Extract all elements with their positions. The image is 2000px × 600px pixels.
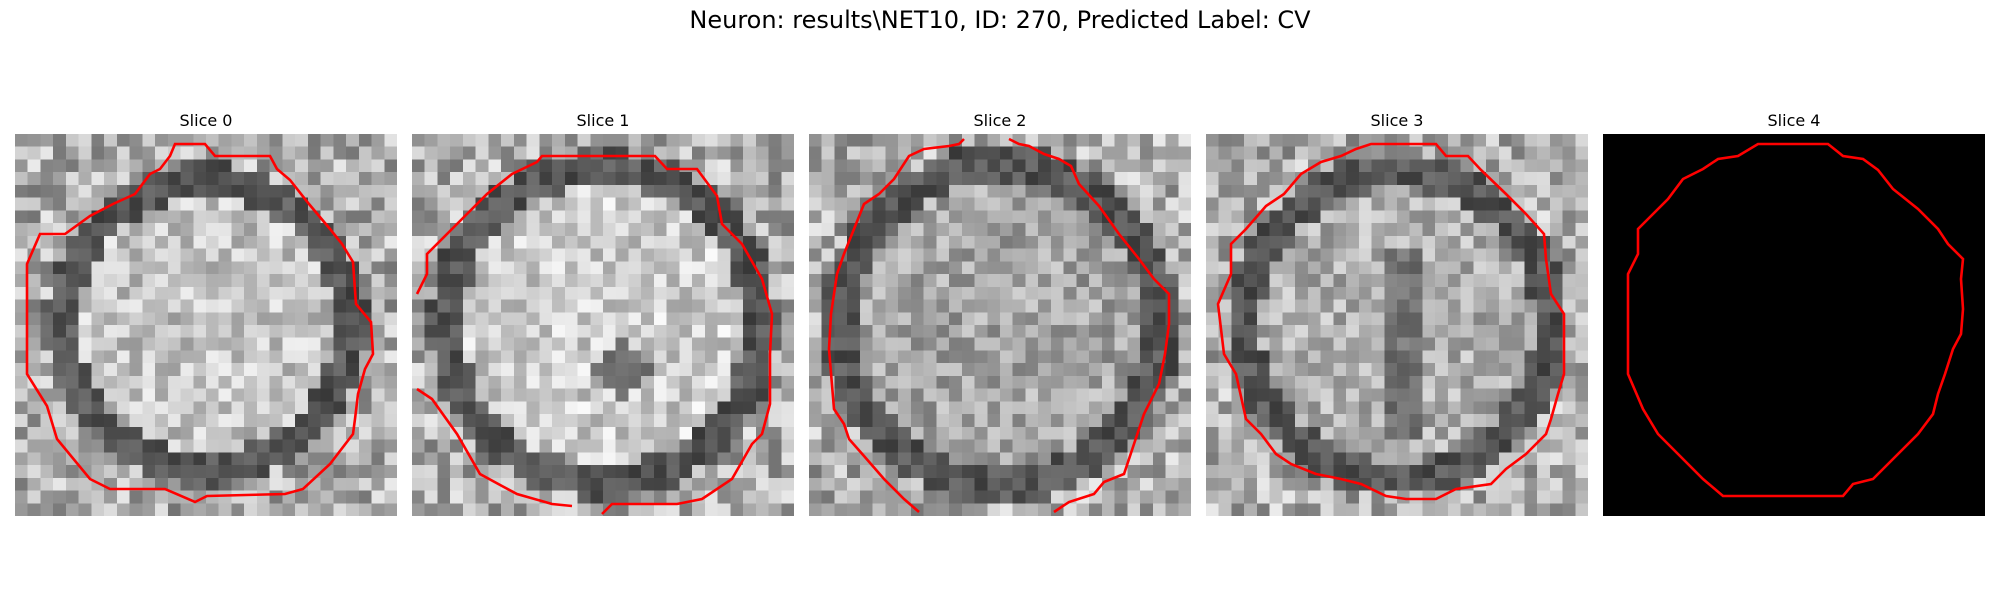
slice-panel-2: Slice 2 xyxy=(809,110,1191,516)
neuron-contour xyxy=(1626,142,1965,498)
slice-image xyxy=(809,134,1191,516)
slice-image xyxy=(412,134,794,516)
slice-image xyxy=(1206,134,1588,516)
slice-title: Slice 2 xyxy=(973,111,1027,130)
slice-panel-4: Slice 4 xyxy=(1603,110,1985,516)
contour-overlay xyxy=(1626,142,1965,498)
contour-overlay xyxy=(415,154,774,515)
slice-title: Slice 1 xyxy=(576,111,630,130)
neuron-contour xyxy=(1216,142,1566,501)
grayscale-patch xyxy=(412,134,794,516)
slice-title: Slice 4 xyxy=(1767,111,1821,130)
grayscale-patch xyxy=(15,134,397,516)
contour-overlay xyxy=(1216,142,1566,501)
neuron-contour xyxy=(415,154,774,515)
contour-overlay xyxy=(25,142,375,504)
figure-title: Neuron: results\NET10, ID: 270, Predicte… xyxy=(689,6,1311,34)
neuron-contour xyxy=(827,137,1171,514)
slice-title: Slice 3 xyxy=(1370,111,1424,130)
slice-title: Slice 0 xyxy=(179,111,233,130)
slice-panel-3: Slice 3 xyxy=(1206,110,1588,516)
slice-image xyxy=(1603,134,1985,516)
grayscale-patch xyxy=(1206,134,1588,516)
slice-panel-1: Slice 1 xyxy=(412,110,794,516)
neuron-contour xyxy=(25,142,375,504)
slice-image xyxy=(15,134,397,516)
slice-panel-0: Slice 0 xyxy=(15,110,397,516)
contour-overlay xyxy=(827,137,1171,514)
